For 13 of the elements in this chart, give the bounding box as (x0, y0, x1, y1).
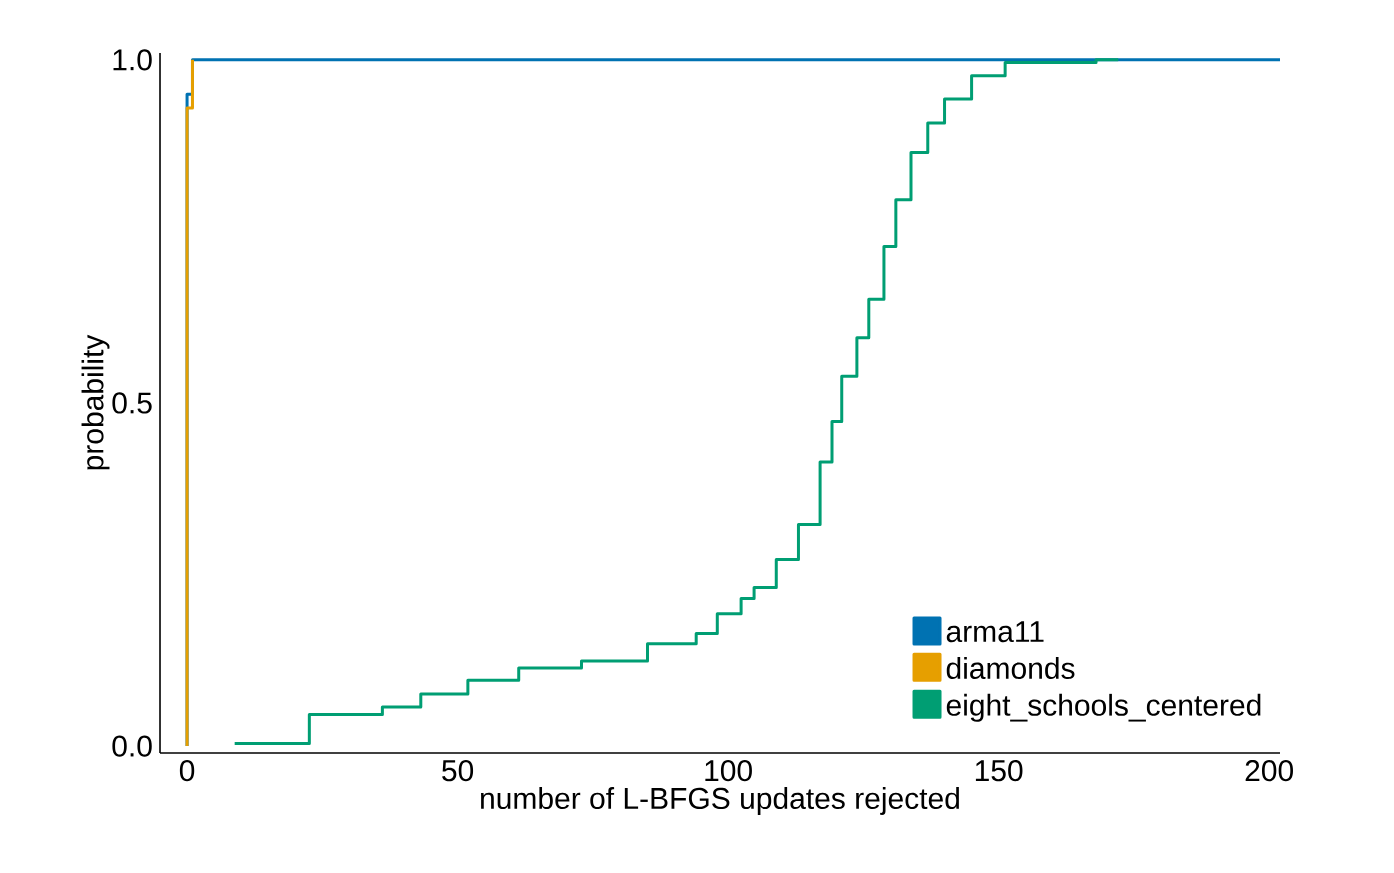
x-tick-label: 0 (179, 760, 195, 782)
legend-label: diamonds (946, 656, 1075, 679)
x-axis-title: number of L-BFGS updates rejected (481, 787, 959, 815)
y-tick-label: 0.5 (112, 392, 152, 414)
x-tick-label: 150 (975, 760, 1023, 782)
x-tick-label: 100 (705, 760, 752, 782)
x-tick-label: 200 (1245, 760, 1293, 782)
legend-label: arma11 (946, 621, 1044, 643)
y-tick-label: 0.0 (112, 735, 152, 757)
y-axis-title: probability (81, 334, 110, 470)
y-tick-label: 1.0 (113, 49, 152, 71)
x-tick-label: 50 (442, 760, 474, 782)
legend-label: eight_schools_centered (946, 693, 1261, 722)
